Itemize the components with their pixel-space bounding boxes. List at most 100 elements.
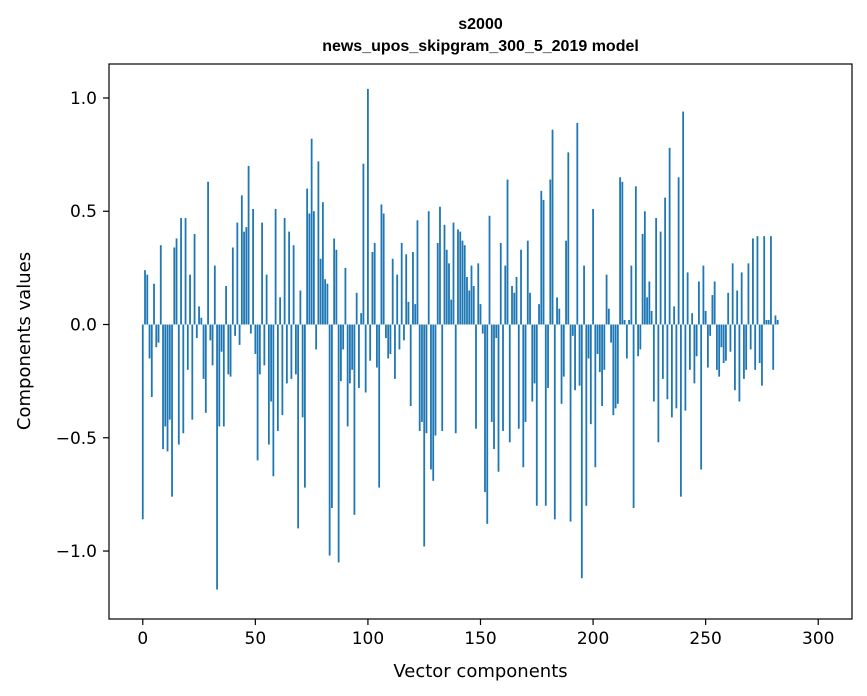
bar-156 bbox=[493, 324, 495, 450]
bar-44 bbox=[240, 195, 243, 325]
bar-9 bbox=[162, 324, 164, 450]
y-tick-label-2: 0.0 bbox=[70, 316, 97, 336]
bar-176 bbox=[538, 304, 540, 325]
bar-43 bbox=[238, 324, 241, 345]
bar-63 bbox=[283, 218, 286, 325]
bar-139 bbox=[454, 324, 457, 434]
bar-120 bbox=[412, 252, 414, 325]
bar-47 bbox=[247, 165, 250, 325]
bar-255 bbox=[716, 324, 718, 370]
bar-153 bbox=[486, 324, 489, 524]
bar-18 bbox=[182, 324, 185, 434]
bar-185 bbox=[558, 308, 561, 325]
bar-174 bbox=[533, 324, 536, 384]
y-axis: −1.0 −0.5 0.0 0.5 1.0 bbox=[56, 89, 109, 562]
bar-0 bbox=[141, 324, 144, 520]
bar-7 bbox=[157, 324, 160, 343]
bar-168 bbox=[520, 249, 522, 325]
bar-171 bbox=[526, 240, 529, 325]
bar-195 bbox=[580, 324, 583, 579]
bar-212 bbox=[619, 177, 621, 325]
bar-138 bbox=[452, 222, 455, 325]
bar-24 bbox=[195, 324, 198, 339]
bar-97 bbox=[360, 313, 363, 325]
bar-54 bbox=[263, 324, 266, 366]
bar-232 bbox=[664, 197, 667, 325]
y-tick-label-1: −0.5 bbox=[56, 429, 97, 449]
bar-199 bbox=[589, 324, 592, 425]
bar-276 bbox=[763, 236, 766, 325]
bar-149 bbox=[477, 263, 480, 325]
bar-82 bbox=[326, 283, 329, 325]
bar-170 bbox=[524, 324, 527, 422]
bar-5 bbox=[153, 283, 155, 325]
bar-19 bbox=[184, 218, 187, 325]
bar-109 bbox=[387, 324, 390, 359]
bar-205 bbox=[603, 324, 606, 370]
bar-208 bbox=[610, 324, 612, 343]
bar-275 bbox=[761, 324, 763, 386]
bar-264 bbox=[736, 290, 739, 325]
bar-74 bbox=[308, 213, 311, 325]
bar-209 bbox=[612, 324, 615, 416]
bar-282 bbox=[776, 319, 779, 325]
bar-50 bbox=[254, 324, 257, 354]
bar-253 bbox=[711, 295, 714, 325]
bar-162 bbox=[506, 179, 509, 325]
bar-257 bbox=[720, 324, 723, 348]
bar-260 bbox=[727, 292, 730, 325]
bar-84 bbox=[331, 324, 333, 508]
bar-152 bbox=[484, 324, 486, 493]
bar-147 bbox=[472, 286, 475, 325]
bar-73 bbox=[306, 188, 309, 325]
bar-159 bbox=[499, 242, 502, 325]
bar-107 bbox=[382, 213, 385, 325]
y-tick-label-4: 1.0 bbox=[70, 89, 97, 109]
bar-131 bbox=[436, 242, 439, 325]
bar-81 bbox=[324, 279, 327, 325]
bar-266 bbox=[740, 272, 743, 325]
bar-27 bbox=[202, 324, 205, 379]
bar-20 bbox=[186, 324, 189, 370]
x-axis: 0 50 100 150 200 250 300 bbox=[137, 619, 834, 649]
bar-77 bbox=[315, 324, 318, 350]
bar-108 bbox=[385, 324, 387, 339]
bar-163 bbox=[508, 324, 511, 443]
bar-45 bbox=[243, 231, 245, 325]
bar-190 bbox=[569, 324, 572, 522]
bar-series bbox=[141, 88, 779, 590]
bar-33 bbox=[216, 324, 218, 590]
bar-29 bbox=[207, 181, 209, 325]
bar-124 bbox=[421, 324, 423, 422]
bar-230 bbox=[659, 231, 662, 325]
bar-101 bbox=[369, 324, 372, 361]
bar-214 bbox=[623, 319, 626, 325]
bar-158 bbox=[497, 324, 500, 472]
bar-196 bbox=[583, 265, 585, 325]
bar-13 bbox=[171, 324, 173, 497]
bar-222 bbox=[641, 233, 644, 325]
bar-86 bbox=[335, 249, 338, 325]
bar-83 bbox=[328, 324, 331, 556]
bar-67 bbox=[292, 245, 295, 325]
bar-57 bbox=[270, 324, 273, 402]
bar-71 bbox=[301, 324, 304, 418]
bar-237 bbox=[675, 324, 678, 409]
bar-268 bbox=[745, 324, 748, 370]
bar-92 bbox=[349, 324, 351, 384]
bar-87 bbox=[337, 324, 340, 563]
bar-49 bbox=[252, 208, 254, 325]
bar-243 bbox=[688, 324, 691, 370]
bar-51 bbox=[256, 324, 259, 461]
bar-61 bbox=[279, 297, 282, 325]
bar-122 bbox=[416, 220, 419, 325]
bar-46 bbox=[245, 227, 248, 325]
bar-184 bbox=[556, 297, 558, 325]
bar-267 bbox=[743, 324, 745, 379]
bar-75 bbox=[310, 138, 313, 325]
bar-56 bbox=[267, 324, 270, 445]
bar-126 bbox=[425, 324, 428, 434]
bar-187 bbox=[562, 324, 565, 377]
bar-111 bbox=[391, 258, 394, 325]
bar-250 bbox=[704, 310, 707, 325]
